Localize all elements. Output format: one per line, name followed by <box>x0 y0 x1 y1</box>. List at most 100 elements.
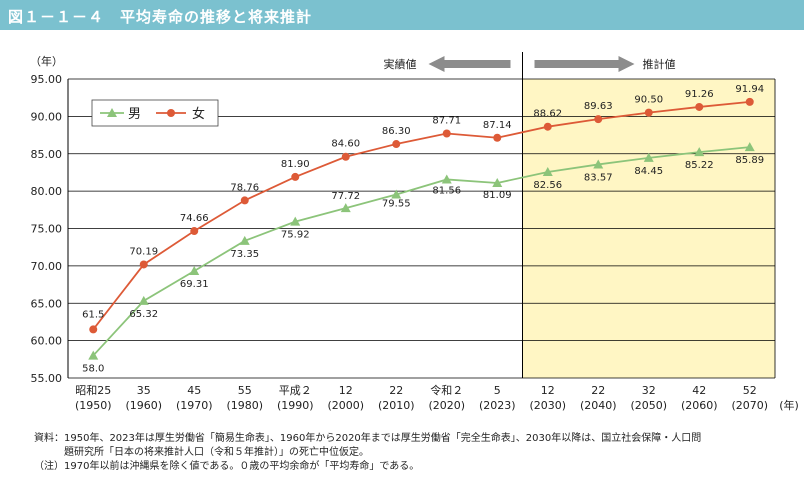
male-data-label: 83.57 <box>584 172 613 183</box>
y-tick-label: 70.00 <box>31 260 63 273</box>
male-point <box>88 350 99 360</box>
male-data-label: 81.56 <box>432 185 461 196</box>
female-point <box>190 227 199 236</box>
male-point <box>189 266 200 276</box>
y-axis-unit: （年） <box>30 54 63 68</box>
x-tick-era: 55 <box>238 384 252 397</box>
y-tick-label: 65.00 <box>31 297 63 310</box>
female-point <box>695 102 704 111</box>
female-data-label: 74.66 <box>180 213 209 224</box>
x-tick-era: 5 <box>494 384 501 397</box>
male-data-label: 58.0 <box>82 364 104 375</box>
male-point <box>239 235 250 245</box>
legend-female-label: 女 <box>192 106 205 122</box>
y-tick-label: 95.00 <box>31 73 63 86</box>
male-data-label: 69.31 <box>180 279 209 290</box>
projection-arrow <box>534 56 635 72</box>
footnotes: 資料：1950年、2023年は厚生労働省「簡易生命表」、1960年から2020年… <box>34 432 800 474</box>
female-data-label: 87.14 <box>483 120 512 131</box>
male-point <box>744 142 755 152</box>
male-data-label: 73.35 <box>230 249 259 260</box>
male-data-label: 84.45 <box>634 166 663 177</box>
female-data-label: 84.60 <box>331 139 360 150</box>
x-tick-era: 昭和25 <box>75 384 111 397</box>
x-axis-unit: (年) <box>779 398 799 412</box>
female-point <box>139 260 148 269</box>
x-tick-era: 22 <box>591 384 605 397</box>
actual-arrow <box>428 56 511 72</box>
legend-male-label: 男 <box>128 107 141 122</box>
female-data-label: 90.50 <box>634 95 663 106</box>
male-data-label: 82.56 <box>533 180 562 191</box>
male-data-label: 85.22 <box>685 160 714 171</box>
x-tick-year: (1970) <box>176 399 213 412</box>
x-tick-era: 32 <box>642 384 656 397</box>
male-point <box>290 216 301 226</box>
male-point <box>340 203 351 213</box>
x-tick-year: (2030) <box>529 399 566 412</box>
x-tick-year: (1960) <box>125 399 162 412</box>
female-data-label: 87.71 <box>432 115 461 126</box>
female-data-label: 61.5 <box>82 309 104 320</box>
y-tick-label: 80.00 <box>31 185 63 198</box>
male-point <box>138 295 149 305</box>
female-data-label: 89.63 <box>584 101 613 112</box>
female-point <box>543 122 552 131</box>
female-point <box>594 115 603 124</box>
male-data-label: 85.89 <box>735 155 764 166</box>
female-point <box>89 325 98 334</box>
x-tick-year: (2010) <box>378 399 415 412</box>
y-tick-label: 85.00 <box>31 148 63 161</box>
x-tick-year: (2020) <box>428 399 465 412</box>
x-tick-era: 52 <box>743 384 757 397</box>
female-point <box>644 108 653 117</box>
male-point <box>441 174 452 184</box>
male-point <box>643 152 654 162</box>
y-tick-label: 55.00 <box>31 372 63 385</box>
title-bar: 図１－１－４ 平均寿命の推移と将来推計 <box>0 0 804 30</box>
female-point <box>291 172 300 181</box>
female-data-label: 70.19 <box>129 246 158 257</box>
x-tick-era: 35 <box>137 384 151 397</box>
male-data-label: 65.32 <box>129 309 158 320</box>
x-tick-era: 22 <box>389 384 403 397</box>
female-point <box>392 140 401 149</box>
series-line-male <box>92 146 750 357</box>
x-tick-era: 45 <box>187 384 201 397</box>
x-tick-year: (1990) <box>277 399 314 412</box>
y-tick-label: 60.00 <box>31 335 63 348</box>
male-data-label: 77.72 <box>331 191 360 202</box>
y-tick-label: 90.00 <box>31 110 63 123</box>
legend-male-marker <box>107 108 117 117</box>
female-point <box>745 97 754 106</box>
male-point <box>492 177 503 187</box>
life-expectancy-chart: 55.00 60.00 65.00 70.00 75.00 80.00 85.00 90.00… <box>30 52 799 412</box>
male-point <box>542 166 553 176</box>
male-point <box>694 147 705 157</box>
x-tick-era: 令和２ <box>430 383 463 397</box>
x-tick-year: (2023) <box>479 399 516 412</box>
female-data-label: 88.62 <box>533 109 562 120</box>
x-tick-year: (2070) <box>731 399 768 412</box>
x-tick-year: (1950) <box>75 399 112 412</box>
male-data-label: 75.92 <box>281 230 310 241</box>
female-data-label: 78.76 <box>230 182 259 193</box>
source-note-line-2: 題研究所「日本の将来推計人口（令和５年推計）」の死亡中位仮定。 <box>64 447 369 458</box>
female-data-label: 86.30 <box>382 126 411 137</box>
female-point <box>240 196 249 205</box>
x-tick-era: 42 <box>692 384 706 397</box>
legend-female-marker <box>167 109 175 117</box>
y-tick-label: 75.00 <box>31 223 63 236</box>
figure-title: 図１－１－４ 平均寿命の推移と将来推計 <box>8 8 313 26</box>
projection-label: 推計値 <box>643 57 676 71</box>
x-tick-year: (2040) <box>580 399 617 412</box>
female-data-label: 81.90 <box>281 159 310 170</box>
x-tick-year: (2000) <box>327 399 364 412</box>
female-data-label: 91.94 <box>735 84 764 95</box>
female-point <box>341 152 350 161</box>
male-point <box>391 189 402 199</box>
female-point <box>442 129 451 138</box>
caveat-note: （注）1970年以前は沖縄県を除く値である。０歳の平均余命が「平均寿命」である。 <box>34 461 420 472</box>
actual-label: 実績値 <box>384 57 417 71</box>
x-tick-year: (2060) <box>681 399 718 412</box>
